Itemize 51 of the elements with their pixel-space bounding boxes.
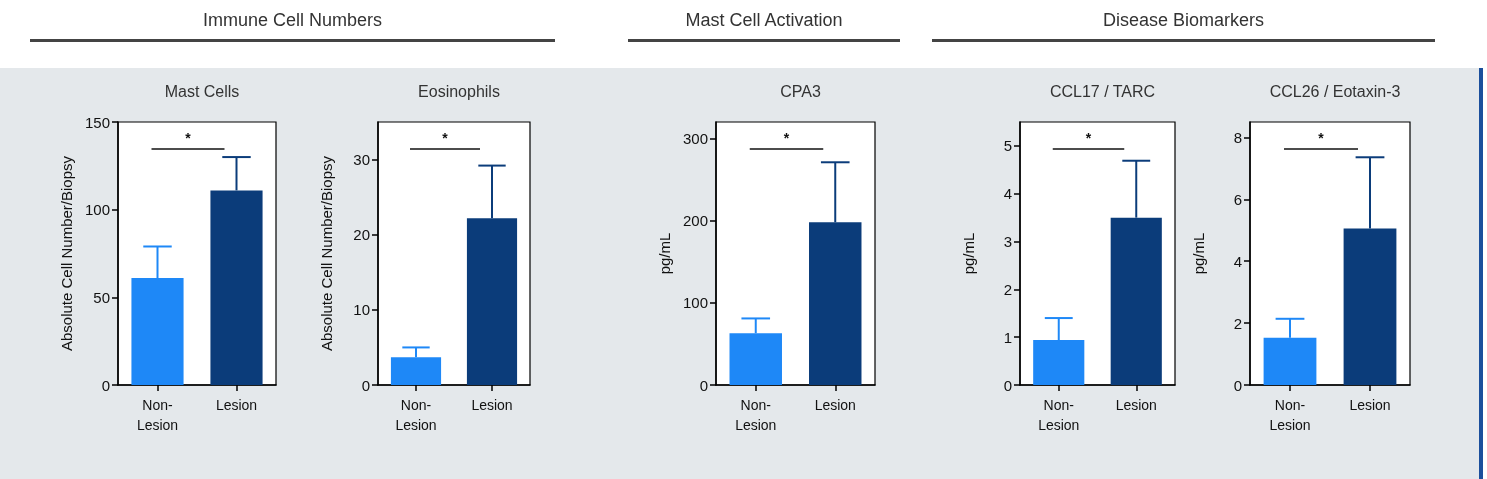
y-tick-label: 100 [682,294,708,312]
y-tick-label: 30 [353,151,370,169]
y-tick-label: 3 [1003,233,1012,251]
y-tick-label: 5 [1003,137,1012,155]
annotation: * [783,130,790,146]
y-tick-label: 4 [1003,185,1012,203]
x-tick-label: Non-Lesion [1269,397,1311,433]
y-tick-label: 0 [361,376,370,394]
y-tick-label: 100 [84,201,110,219]
y-tick-label: 0 [699,376,708,394]
y-tick-label: 4 [1233,252,1242,270]
x-tick-label: Lesion [1349,397,1391,413]
y-tick-label: 20 [353,226,370,244]
chart-subtitle: Disease Biomarkers [932,10,1435,42]
annotation: * [1085,130,1092,146]
x-tick-label: Lesion [215,397,258,413]
x-tick-label: Lesion [814,397,856,413]
y-axis-title: Absolute Cell Number/Biopsy [58,155,75,352]
y-axis-title: pg/mL [1190,232,1207,275]
y-tick-label: 6 [1233,190,1242,208]
x-tick-label: Non-Lesion [735,397,777,433]
x-tick-label: Lesion [471,397,513,413]
chart-title: CCL17 / TARC [1049,82,1156,100]
chart-title: CCL26 / Eotaxin-3 [1269,82,1401,100]
x-tick-label: Non-Lesion [1038,397,1080,433]
chart-subtitle: Mast Cell Activation [628,10,900,42]
chart-title: Mast Cells [164,82,240,100]
y-tick-label: 300 [682,129,708,147]
y-tick-label: 0 [1003,376,1012,394]
y-tick-label: 8 [1233,128,1242,146]
y-tick-label: 200 [682,212,708,230]
y-tick-label: 50 [93,288,110,306]
y-axis-title: Absolute Cell Number/Biopsy [318,155,335,352]
chart-title: CPA3 [780,82,821,100]
chart-title: Eosinophils [418,82,500,100]
y-tick-label: 1 [1003,328,1012,346]
x-tick-label: Non-Lesion [136,397,179,433]
x-tick-label: Non-Lesion [395,397,437,433]
y-axis-title: pg/mL [960,232,977,275]
y-tick-label: 2 [1003,280,1012,298]
annotation: * [185,130,192,146]
y-axis-title: pg/mL [656,232,673,275]
chart-subtitle: Immune Cell Numbers [30,10,555,42]
y-tick-label: 10 [353,301,370,319]
y-tick-label: 0 [1233,376,1242,394]
y-tick-label: 0 [101,376,110,394]
x-tick-label: Lesion [1115,397,1157,413]
y-tick-label: 2 [1233,314,1242,332]
annotation: * [442,130,449,146]
y-tick-label: 150 [84,113,110,131]
annotation: * [1318,130,1325,146]
